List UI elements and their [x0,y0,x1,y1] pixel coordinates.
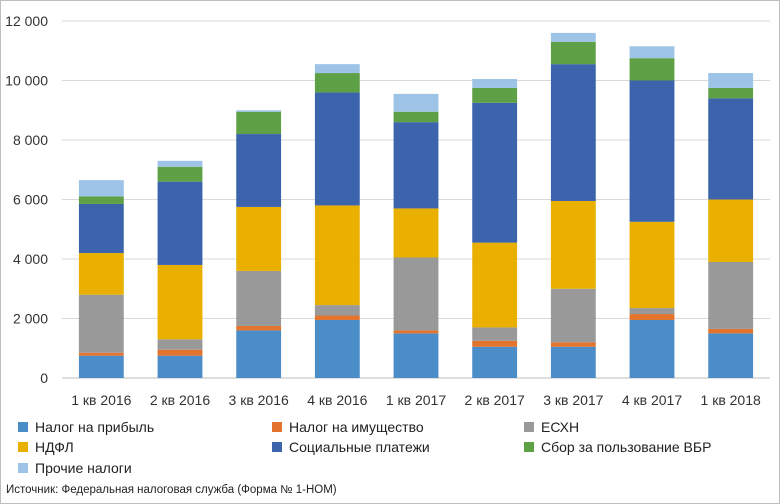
bar-segment-есхн [629,308,675,315]
legend-label: Налог на прибыль [35,419,154,435]
x-tick-label: 3 кв 2017 [543,392,603,408]
bar-segment-есхн [314,305,360,316]
legend-swatch-ндфл [18,442,28,452]
y-tick-label: 6 000 [13,192,48,208]
bar-segment-социальные-платежи [393,122,439,209]
bar-segment-социальные-платежи [629,80,675,222]
bar-segment-прочие-налоги [236,110,282,112]
bar-segment-ндфл [78,253,124,295]
bar-segment-есхн [157,339,203,350]
bar-segment-ндфл [550,200,596,289]
bar-segment-налог-на-прибыль [708,333,754,378]
bar-segment-налог-на-прибыль [236,330,282,378]
bar-segment-социальные-платежи [472,102,518,243]
legend-swatch-налог-на-прибыль [18,422,28,432]
bar-segment-ндфл [314,205,360,306]
bar-segment-налог-на-имущество [314,315,360,320]
bar-segment-сбор-за-пользование-вбр [472,87,518,103]
legend-label: Налог на имущество [289,419,424,435]
bar-segment-прочие-налоги [393,93,439,112]
bar-segment-ндфл [472,242,518,328]
legend-swatch-есхн [524,422,534,432]
bar-segment-налог-на-прибыль [78,355,124,378]
bar-segment-социальные-платежи [78,203,124,254]
x-tick-label: 1 кв 2017 [386,392,446,408]
bar-segment-налог-на-имущество [157,349,203,356]
x-tick-label: 4 кв 2017 [622,392,682,408]
bar-segment-прочие-налоги [314,64,360,74]
legend-label: ЕСХН [541,419,579,435]
bar-segment-социальные-платежи [236,134,282,207]
bar-segment-ндфл [708,199,754,262]
bar-segment-сбор-за-пользование-вбр [314,73,360,93]
bar-segment-сбор-за-пользование-вбр [78,196,124,204]
bar-segment-налог-на-прибыль [157,355,203,378]
bar-segment-социальные-платежи [157,181,203,265]
x-tick-label: 2 кв 2016 [150,392,210,408]
bar-segment-налог-на-прибыль [550,346,596,378]
bar-segment-налог-на-прибыль [472,346,518,378]
bar-segment-прочие-налоги [157,160,203,167]
bar-segment-социальные-платежи [550,64,596,201]
bar-segment-сбор-за-пользование-вбр [708,87,754,99]
bar-segment-налог-на-прибыль [314,319,360,378]
bar-segment-есхн [78,294,124,353]
bar-segment-есхн [472,327,518,341]
legend-label: Социальные платежи [289,439,430,455]
bar-segment-налог-на-имущество [708,328,754,334]
bar-segment-налог-на-имущество [393,330,439,334]
bar-segment-прочие-налоги [78,180,124,197]
legend-label: Сбор за пользование ВБР [541,439,711,455]
source-note: Источник: Федеральная налоговая служба (… [6,484,337,496]
bar-segment-ндфл [629,221,675,309]
bar-segment-налог-на-прибыль [629,319,675,378]
bar-segment-сбор-за-пользование-вбр [393,111,439,123]
bar-segment-сбор-за-пользование-вбр [550,41,596,65]
legend-label: Прочие налоги [35,460,132,476]
bar-segment-есхн [393,257,439,331]
x-tick-label: 3 кв 2016 [229,392,289,408]
legend-swatch-налог-на-имущество [272,422,282,432]
bar-segment-налог-на-имущество [472,340,518,347]
bar-segment-ндфл [157,264,203,340]
bar-segment-налог-на-имущество [236,325,282,331]
x-tick-label: 2 кв 2017 [465,392,525,408]
y-tick-label: 4 000 [13,251,48,267]
bar-segment-налог-на-имущество [550,342,596,347]
bar-segment-социальные-платежи [314,92,360,206]
y-tick-label: 12 000 [5,13,48,29]
bar-segment-ндфл [393,208,439,258]
y-tick-label: 0 [40,370,48,386]
legend-label: НДФЛ [35,439,74,455]
bar-segment-прочие-налоги [629,46,675,59]
bar-segment-сбор-за-пользование-вбр [157,166,203,182]
x-tick-label: 1 кв 2016 [71,392,131,408]
bar-segment-ндфл [236,206,282,271]
y-tick-label: 8 000 [13,132,48,148]
legend-swatch-сбор-за-пользование-вбр [524,442,534,452]
legend-swatch-социальные-платежи [272,442,282,452]
bar-segment-есхн [236,270,282,326]
bar-segment-налог-на-имущество [78,352,124,356]
bar-segment-сбор-за-пользование-вбр [629,58,675,81]
bar-segment-прочие-налоги [472,79,518,88]
x-tick-label: 4 кв 2016 [307,392,367,408]
legend-swatch-прочие-налоги [18,463,28,473]
bar-segment-есхн [708,261,754,329]
bar-segment-есхн [550,288,596,343]
y-tick-label: 10 000 [5,73,48,89]
bar-segment-прочие-налоги [708,73,754,88]
bar-segment-налог-на-имущество [629,314,675,320]
y-tick-label: 2 000 [13,311,48,327]
bar-segment-социальные-платежи [708,98,754,200]
x-tick-label: 1 кв 2018 [701,392,761,408]
bar-segment-сбор-за-пользование-вбр [236,111,282,135]
bar-segment-налог-на-прибыль [393,333,439,378]
bar-segment-прочие-налоги [550,32,596,42]
